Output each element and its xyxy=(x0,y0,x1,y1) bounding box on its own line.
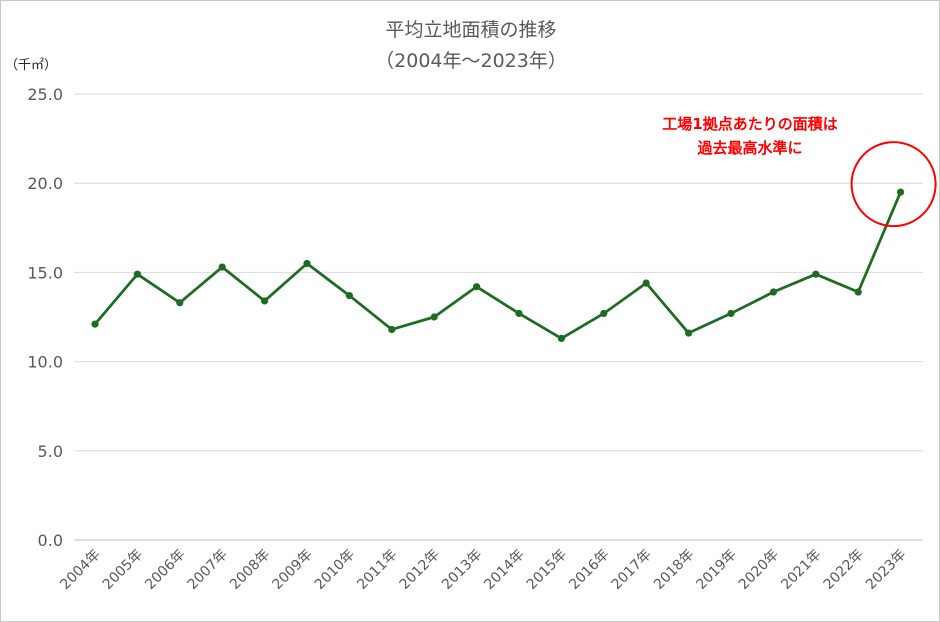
data-point xyxy=(345,291,353,300)
x-tick-label: 2012年 xyxy=(397,547,443,593)
x-tick-label: 2014年 xyxy=(481,547,527,593)
data-point xyxy=(897,188,905,196)
x-tick-label: 2015年 xyxy=(524,547,570,593)
x-tick-label: 2019年 xyxy=(693,547,739,593)
data-point xyxy=(303,259,311,268)
x-tick-label: 2010年 xyxy=(312,547,358,593)
chart-title: 平均立地面積の推移 xyxy=(385,19,556,41)
x-axis-ticks: 2004年2005年2006年2007年2008年2009年2010年2011年… xyxy=(57,547,909,593)
y-tick-label: 0.0 xyxy=(38,531,63,550)
x-tick-label: 2016年 xyxy=(566,547,612,593)
data-point xyxy=(600,309,608,318)
series-line-layer xyxy=(93,191,902,340)
data-point xyxy=(473,283,481,291)
data-point xyxy=(388,325,396,334)
x-tick-label: 2021年 xyxy=(778,547,824,593)
x-tick-label: 2017年 xyxy=(609,547,655,593)
data-point xyxy=(727,309,735,318)
x-tick-label: 2020年 xyxy=(736,547,782,593)
x-tick-label: 2011年 xyxy=(354,547,400,593)
annotation-line-2: 過去最高水準に xyxy=(696,139,802,157)
y-tick-label: 15.0 xyxy=(27,263,63,282)
x-tick-label: 2008年 xyxy=(227,547,273,593)
annotation-line-1: 工場1拠点あたりの面積は xyxy=(662,115,837,133)
y-tick-label: 20.0 xyxy=(27,174,63,193)
data-point xyxy=(133,270,141,278)
series-points xyxy=(91,188,905,343)
series-line xyxy=(93,191,902,340)
x-tick-label: 2018年 xyxy=(651,547,697,593)
data-point xyxy=(685,329,693,337)
data-point xyxy=(642,279,650,287)
data-point xyxy=(91,320,99,328)
x-tick-label: 2023年 xyxy=(863,547,909,593)
data-point xyxy=(854,288,862,296)
x-tick-label: 2006年 xyxy=(142,547,188,593)
y-tick-label: 25.0 xyxy=(27,85,63,104)
data-point xyxy=(515,309,523,318)
data-point xyxy=(769,288,778,296)
data-point xyxy=(430,313,438,321)
annotation: 工場1拠点あたりの面積は 過去最高水準に xyxy=(662,115,937,228)
x-tick-label: 2005年 xyxy=(100,547,146,593)
y-tick-label: 5.0 xyxy=(38,442,63,461)
y-axis-unit-label: （千㎡） xyxy=(5,58,57,73)
gridlines xyxy=(74,93,923,541)
data-point xyxy=(176,299,184,307)
x-tick-label: 2009年 xyxy=(269,547,315,593)
chart-subtitle: （2004年～2023年） xyxy=(375,50,567,72)
data-point xyxy=(812,270,820,278)
x-tick-label: 2013年 xyxy=(439,547,485,593)
y-tick-label: 10.0 xyxy=(27,353,63,372)
data-point xyxy=(557,334,566,343)
data-point xyxy=(261,297,269,305)
x-tick-label: 2007年 xyxy=(185,547,231,593)
y-axis-ticks: 0.0 5.0 10.0 15.0 20.0 25.0 xyxy=(27,85,63,550)
data-point xyxy=(218,263,226,271)
highlight-circle xyxy=(850,141,937,228)
x-tick-label: 2022年 xyxy=(821,547,867,593)
x-tick-label: 2004年 xyxy=(57,547,103,593)
